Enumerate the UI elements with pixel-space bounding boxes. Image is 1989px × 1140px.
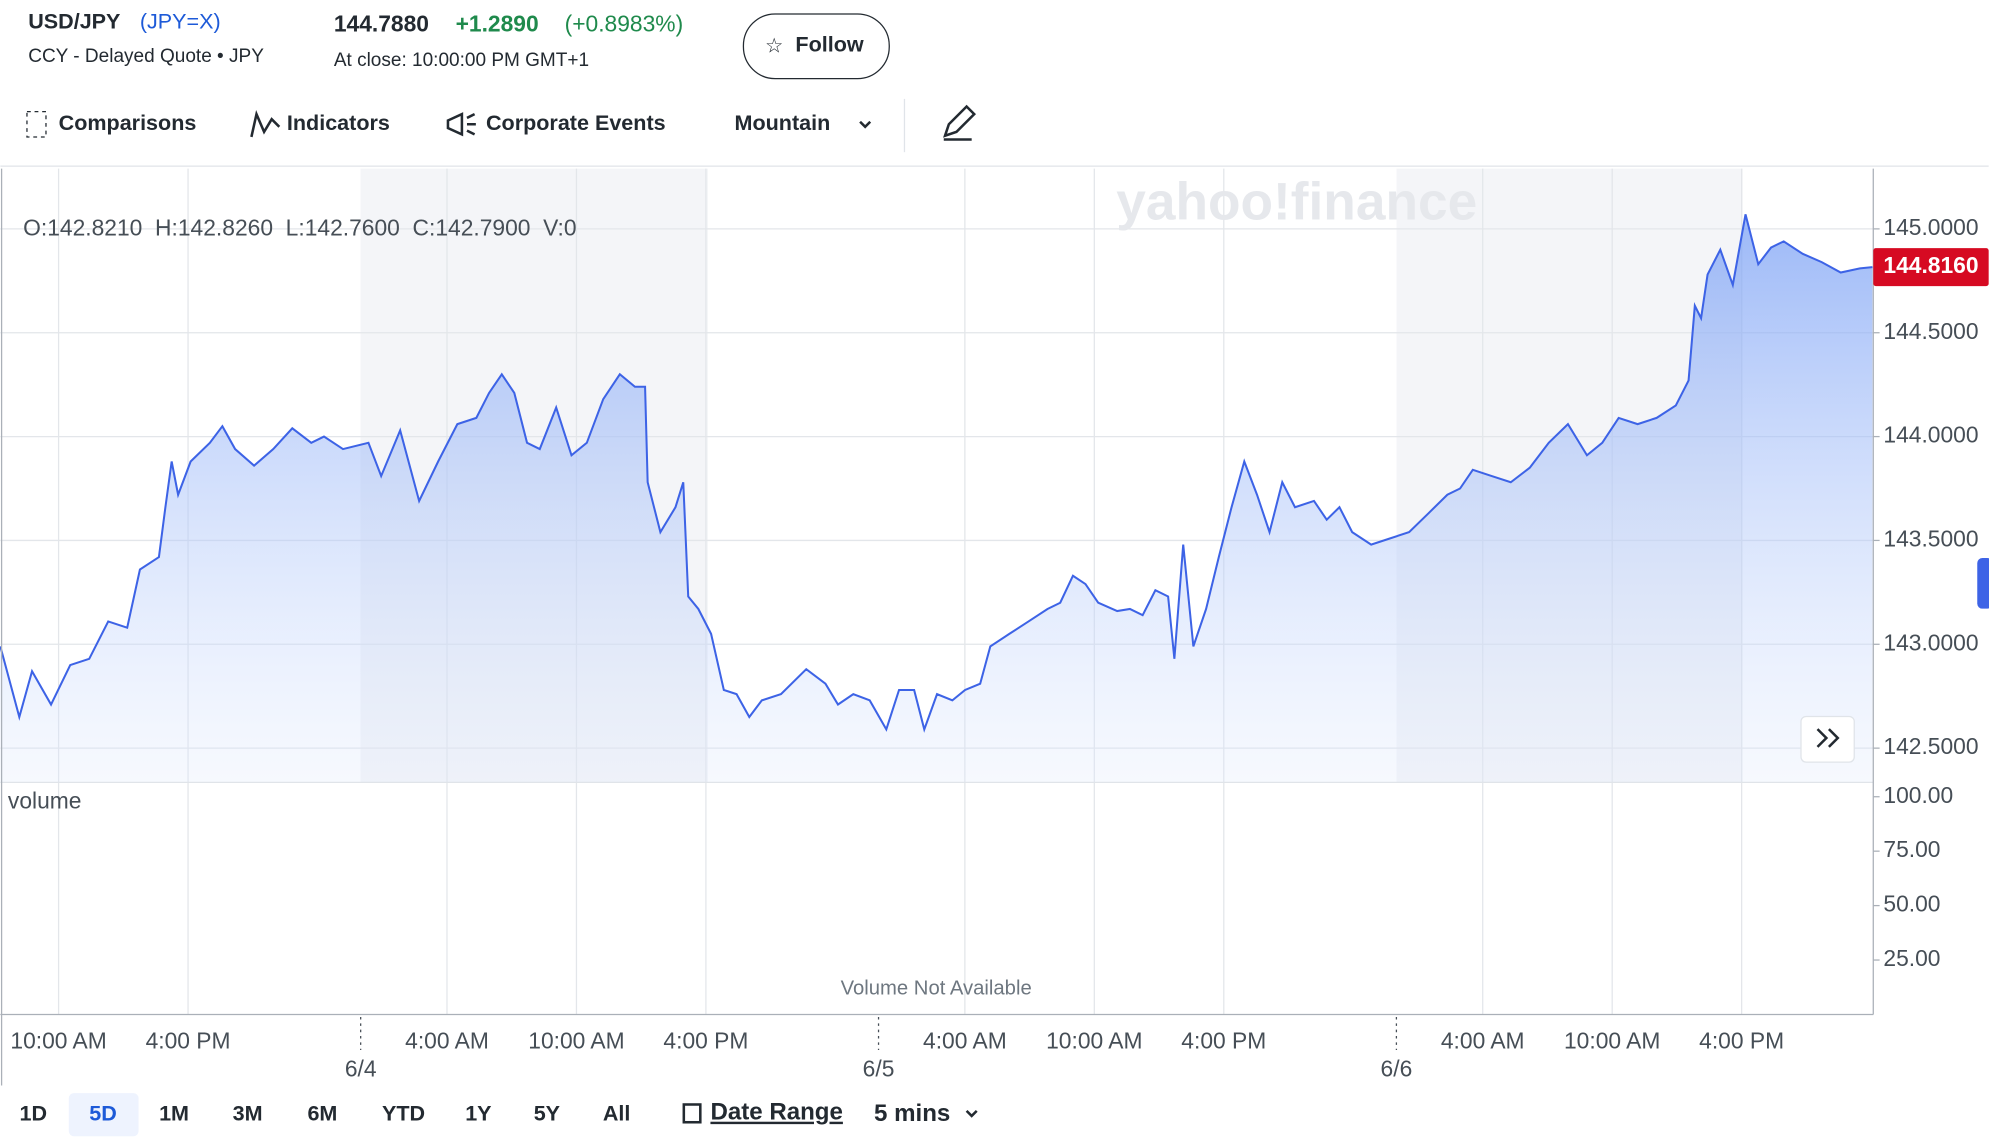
chart-style[interactable]: Mountain <box>735 110 831 135</box>
x-tick-label: 6/5 <box>863 1055 895 1081</box>
x-tick-label: 4:00 PM <box>663 1027 748 1053</box>
watermark: yahoo!finance <box>1116 172 1477 231</box>
price-change-percent: (+0.8983%) <box>565 10 684 36</box>
range-selected <box>68 1093 139 1137</box>
x-tick-label: 4:00 PM <box>1181 1027 1266 1053</box>
range-button[interactable]: 5D <box>89 1100 117 1125</box>
x-tick-label: 4:00 AM <box>1441 1027 1525 1053</box>
x-tick-label: 10:00 AM <box>528 1027 624 1053</box>
y-tick-label: 75.00 <box>1883 836 1940 862</box>
scroll-button[interactable] <box>1800 715 1855 763</box>
follow-label: Follow <box>795 31 863 56</box>
pane-title: volume <box>8 788 82 814</box>
chevron <box>859 120 872 129</box>
x-tick-label: 6/6 <box>1381 1055 1413 1081</box>
x-tick-label: 4:00 PM <box>1699 1027 1784 1053</box>
price-change: +1.2890 <box>456 10 539 36</box>
comparisons-icon <box>26 110 47 138</box>
range-button[interactable]: 6M <box>307 1100 337 1125</box>
price: 144.7880 <box>334 10 429 36</box>
quote-subtitle: CCY - Delayed Quote • JPY <box>28 46 264 67</box>
y-tick-label: 145.0000 <box>1883 214 1978 240</box>
y-tick-label: 50.00 <box>1883 891 1940 917</box>
y-tick-label: 25.00 <box>1883 945 1940 971</box>
scroll-box <box>1800 715 1855 763</box>
ohlc: O:142.8210 H:142.8260 L:142.7600 C:142.7… <box>23 215 576 241</box>
events-icon <box>446 112 476 137</box>
x-tick-label: 10:00 AM <box>10 1027 106 1053</box>
area-fill <box>0 214 1873 783</box>
y-tick-label: 143.0000 <box>1883 629 1978 655</box>
scroll-icon <box>1816 728 1840 748</box>
x-tick-label: 4:00 AM <box>923 1027 1007 1053</box>
range-button[interactable]: 3M <box>233 1100 263 1125</box>
y-tick-label: 143.5000 <box>1883 525 1978 551</box>
draw-icon[interactable] <box>943 104 977 141</box>
pane-note: Volume Not Available <box>841 977 1032 999</box>
calendar-icon <box>682 1103 702 1124</box>
x-tick-label: 10:00 AM <box>1564 1027 1660 1053</box>
interval[interactable]: 5 mins <box>874 1100 950 1127</box>
y-tick-label: 142.5000 <box>1883 733 1978 759</box>
indicators-icon <box>250 110 281 138</box>
quote-symbol: (JPY=X) <box>140 9 221 34</box>
range-button[interactable]: YTD <box>382 1100 425 1125</box>
y-tick-label: 100.00 <box>1883 782 1953 808</box>
range-button[interactable]: 5Y <box>534 1100 561 1125</box>
x-tick-label: 10:00 AM <box>1046 1027 1142 1053</box>
y-tick-label: 144.5000 <box>1883 318 1978 344</box>
star-icon: ☆ <box>765 35 783 57</box>
x-tick-label: 4:00 AM <box>405 1027 489 1053</box>
range-button[interactable]: All <box>603 1100 631 1125</box>
plot <box>0 214 1873 783</box>
range-button[interactable]: 1Y <box>465 1100 492 1125</box>
follow-button[interactable]: ☆ Follow <box>742 13 890 80</box>
range-button[interactable]: 1D <box>20 1100 48 1125</box>
toolbar: Comparisons Indicators Corporate Events … <box>26 98 977 153</box>
x-tick-label: 4:00 PM <box>146 1027 231 1053</box>
range-buttons: 1D 5D 1M 3M 6M YTD 1Y 5Y All <box>20 1100 631 1125</box>
quote-name: USD/JPY <box>28 9 121 34</box>
range-button[interactable]: 1M <box>159 1100 189 1125</box>
side-tab[interactable] <box>1977 557 1989 609</box>
last-price-tag <box>1873 248 1989 287</box>
close-time: At close: 10:00:00 PM GMT+1 <box>334 50 589 71</box>
last-price-label: 144.8160 <box>1883 252 1978 278</box>
toolbar-item[interactable]: Comparisons <box>59 110 197 135</box>
follow-border <box>742 13 890 80</box>
x-tick-label: 6/4 <box>345 1055 377 1081</box>
toolbar-item[interactable]: Corporate Events <box>486 110 666 135</box>
date-range[interactable]: Date Range <box>710 1099 842 1126</box>
chevron <box>965 1109 978 1118</box>
price-line <box>0 214 1873 733</box>
y-tick-label: 144.0000 <box>1883 422 1978 448</box>
toolbar-item[interactable]: Indicators <box>287 110 390 135</box>
